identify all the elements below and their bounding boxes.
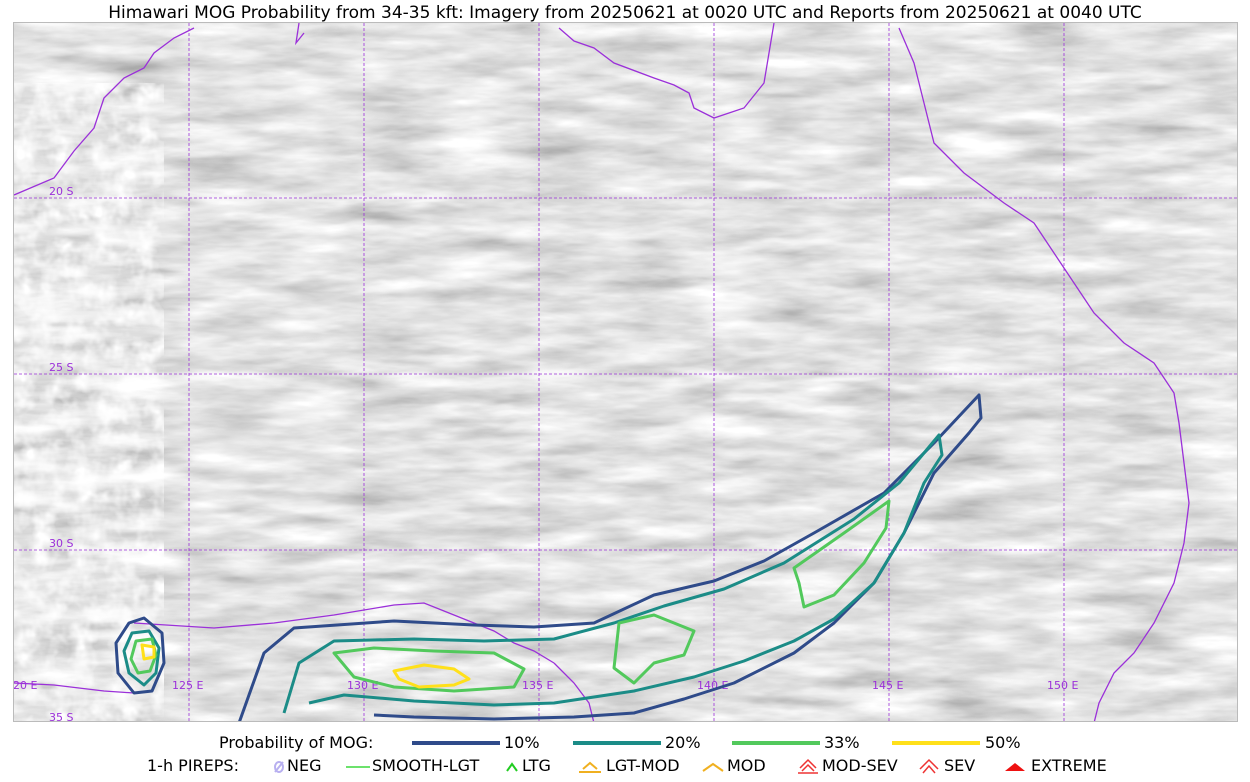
ltg-icon — [506, 762, 518, 772]
pirep-legend: 1-h PIREPS: NEG SMOOTH-LGT LTG LGT-MOD M… — [0, 756, 1250, 778]
lat-label: 35 S — [49, 711, 73, 722]
pirep-label-sev: SEV — [944, 756, 976, 775]
legend-swatch-33 — [732, 741, 820, 745]
mod-sev-icon — [798, 758, 818, 774]
pirep-legend-title: 1-h PIREPS: — [147, 756, 239, 775]
probability-legend: Probability of MOG: 10% 20% 33% 50% — [0, 733, 1250, 755]
contour-20-percent — [122, 629, 161, 687]
lat-label: 30 S — [49, 537, 73, 550]
contour-10-percent — [114, 616, 166, 695]
mod-icon — [702, 762, 724, 772]
smooth-lgt-icon — [346, 766, 370, 768]
pirep-label-extreme: EXTREME — [1031, 756, 1107, 775]
neg-icon — [274, 761, 284, 773]
lat-label: 25 S — [49, 361, 73, 374]
pirep-label-mod-sev: MOD-SEV — [822, 756, 898, 775]
satellite-imagery — [14, 23, 1237, 721]
map-title: Himawari MOG Probability from 34-35 kft:… — [108, 3, 1142, 23]
pirep-label-mod: MOD — [727, 756, 766, 775]
lon-label: 135 E — [522, 679, 553, 692]
contour-50-percent — [392, 663, 471, 689]
coastlines — [14, 23, 1190, 721]
lon-label: 150 E — [1047, 679, 1078, 692]
probability-legend-title: Probability of MOG: — [219, 733, 374, 752]
lon-label: 145 E — [872, 679, 903, 692]
lgt-mod-icon — [579, 761, 601, 773]
grid-labels: 20 S 25 S 30 S 35 S 120 E 125 E 130 E 13… — [14, 185, 1078, 722]
map-canvas: 20 S 25 S 30 S 35 S 120 E 125 E 130 E 13… — [14, 23, 1237, 722]
pirep-label-ltg: LTG — [522, 756, 551, 775]
legend-label-50: 50% — [985, 733, 1021, 752]
pirep-label-smooth-lgt: SMOOTH-LGT — [372, 756, 480, 775]
legend-swatch-50 — [892, 741, 980, 745]
contour-33-percent — [332, 646, 526, 693]
contour-33-percent — [792, 499, 891, 609]
contour-50-percent — [140, 643, 156, 661]
legend-label-33: 33% — [824, 733, 860, 752]
pirep-label-neg: NEG — [287, 756, 322, 775]
contour-33-percent — [612, 613, 696, 685]
legend-label-20: 20% — [665, 733, 701, 752]
legend-swatch-20 — [573, 741, 661, 745]
sev-icon — [919, 758, 939, 774]
legend-swatch-10 — [412, 741, 500, 745]
contour-33-percent — [129, 637, 158, 675]
contour-10-percent — [238, 393, 983, 721]
extreme-icon — [1005, 763, 1025, 771]
lon-label: 125 E — [172, 679, 203, 692]
lat-label: 20 S — [49, 185, 73, 198]
mog-contours — [114, 393, 983, 721]
lon-label: 120 E — [14, 679, 37, 692]
graticule — [14, 23, 1237, 721]
legend-label-10: 10% — [504, 733, 540, 752]
bright-clouds — [14, 83, 164, 721]
satellite-map[interactable]: 20 S 25 S 30 S 35 S 120 E 125 E 130 E 13… — [13, 22, 1238, 722]
contour-20-percent — [282, 433, 944, 714]
pirep-label-lgt-mod: LGT-MOD — [606, 756, 680, 775]
